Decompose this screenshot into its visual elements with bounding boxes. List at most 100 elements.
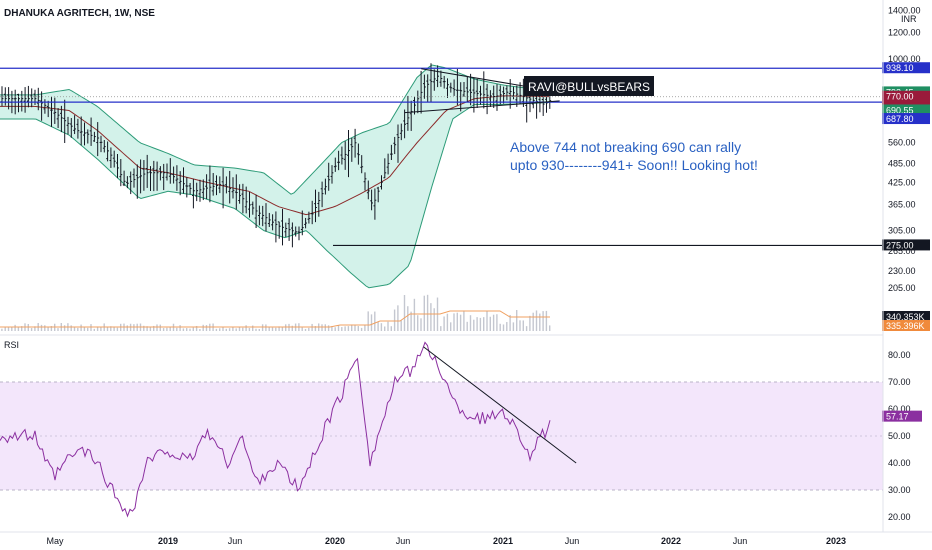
rsi-tick-label: 20.00 <box>888 512 911 522</box>
ohlc-bar <box>109 147 113 168</box>
ohlc-bar <box>218 176 222 194</box>
volume-ma-line <box>0 310 550 328</box>
ohlc-bar <box>363 172 367 191</box>
volume-bar <box>397 305 399 331</box>
volume-bar <box>143 325 145 331</box>
ohlc-bar <box>221 167 225 209</box>
ohlc-bar <box>155 161 159 191</box>
volume-bar <box>11 327 13 331</box>
time-axis[interactable]: May 2019 Jun 2020 Jun 2021 Jun 2022 Jun 2023 <box>46 536 846 546</box>
volume-bar <box>17 326 20 331</box>
volume-bar <box>334 327 336 331</box>
rsi-tick-label: 80.00 <box>888 350 911 360</box>
price-label-text: 340.353K <box>886 312 925 322</box>
rsi-line <box>0 341 551 518</box>
ohlc-bar <box>366 180 370 200</box>
ohlc-bar <box>244 186 248 214</box>
price-label-basis[interactable]: 690.55 <box>882 104 930 116</box>
price-label-resistance[interactable]: 938.10 <box>882 62 930 73</box>
ohlc-bar <box>228 170 232 204</box>
price-label-support[interactable]: 687.80 <box>882 113 930 125</box>
ohlc-bar <box>284 222 288 238</box>
price-tick-label: 230.00 <box>888 266 916 276</box>
volume-bar <box>492 314 495 331</box>
volume-bar <box>525 326 528 331</box>
volume-bar <box>281 326 284 331</box>
triangle-lower-trendline[interactable] <box>404 100 560 114</box>
ohlc-bar <box>320 181 324 208</box>
ohlc-bar <box>231 177 235 199</box>
volume-bar <box>479 317 482 331</box>
volume-bar <box>50 326 53 331</box>
price-label-volume[interactable]: 340.353K <box>882 311 930 322</box>
ohlc-bar <box>459 82 463 112</box>
ohlc-bar <box>277 221 281 239</box>
volume-bar <box>509 314 511 331</box>
price-pane[interactable] <box>0 63 883 289</box>
volume-bar <box>73 327 76 331</box>
rsi-pane[interactable]: RSI <box>0 340 883 518</box>
ohlc-bar <box>159 166 162 181</box>
time-tick-label: Jun <box>396 536 411 546</box>
volume-bar <box>341 327 343 331</box>
volume-bar <box>545 310 548 331</box>
ohlc-bar <box>7 87 10 110</box>
volume-bar <box>222 327 224 331</box>
volume-bar <box>516 310 518 331</box>
volume-bar <box>228 328 231 331</box>
volume-bar <box>324 324 326 331</box>
ohlc-bar <box>168 158 172 184</box>
volume-bar <box>34 326 36 331</box>
ohlc-bar <box>132 168 136 188</box>
price-label-vol-ma[interactable]: 335.396K <box>882 320 930 331</box>
volume-bar <box>301 327 303 331</box>
price-label-text: 690.55 <box>886 105 914 115</box>
volume-bar <box>245 325 247 331</box>
volume-bar <box>225 328 227 331</box>
volume-bar <box>44 325 46 331</box>
ohlc-bar <box>436 65 439 88</box>
ohlc-bar <box>475 78 479 108</box>
price-label-level-low[interactable]: 275.00 <box>882 239 930 251</box>
price-label-box <box>882 62 930 74</box>
ohlc-bar <box>175 165 179 191</box>
ohlc-bar <box>373 188 377 220</box>
volume-bar <box>162 328 165 331</box>
ohlc-bar <box>291 222 294 248</box>
ohlc-bar <box>251 201 255 215</box>
price-label-close[interactable]: 770.00 <box>882 90 930 102</box>
ohlc-bar <box>86 129 90 144</box>
volume-bar <box>83 327 86 331</box>
rsi-trendline[interactable] <box>423 346 577 464</box>
rsi-title: RSI <box>4 340 19 350</box>
rsi-value-label[interactable]: 57.17 <box>882 410 922 422</box>
volume-bar <box>80 324 82 331</box>
price-axis[interactable]: 1400.00 1200.00 1000.00 560.00 485.00 425.00 3… <box>882 5 930 522</box>
ohlc-bar <box>274 211 278 243</box>
ohlc-bar <box>281 208 284 246</box>
volume-bar <box>133 324 135 331</box>
ohlc-bar <box>96 122 100 157</box>
volume-bar <box>219 328 221 331</box>
ohlc-bar <box>376 186 380 203</box>
volume-bar <box>47 327 49 331</box>
ohlc-bar <box>152 160 156 192</box>
overlay: DHANUKA AGRITECH, 1W, NSE RAVI@BULLvsBEAR… <box>0 0 932 533</box>
volume-bar <box>182 328 185 331</box>
price-label-box <box>882 104 930 116</box>
currency-label: INR <box>901 14 917 24</box>
volume-bar <box>1 328 3 331</box>
price-label-box <box>882 311 930 322</box>
ohlc-bar <box>106 141 109 162</box>
ohlc-bar <box>439 70 443 87</box>
volume-bar <box>377 321 379 331</box>
ohlc-bar <box>472 77 476 113</box>
volume-bar <box>265 324 267 331</box>
volume-bar <box>215 328 218 331</box>
ohlc-bar <box>495 84 499 111</box>
volume-bar <box>403 295 406 331</box>
ohlc-bar <box>46 100 50 118</box>
volume-bar <box>255 328 257 331</box>
volume-bar <box>87 327 89 331</box>
